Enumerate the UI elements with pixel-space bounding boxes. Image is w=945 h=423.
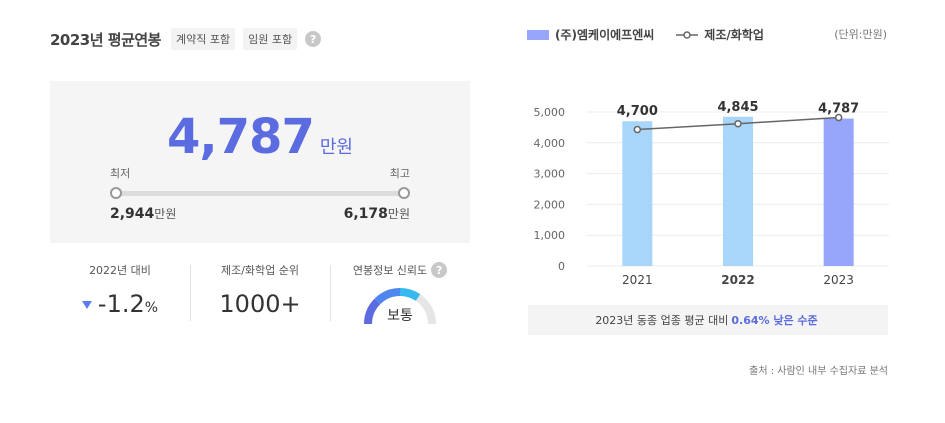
summary-text: 2023년 동종 업종 평균 대비: [595, 314, 729, 327]
average-salary-box: 4,787 만원 최저 최고 2,944만원 6,178만원: [50, 81, 470, 243]
bar: [823, 118, 854, 266]
average-salary-value: 4,787: [167, 109, 315, 165]
summary-highlight: 0.64% 낮은 수준: [731, 314, 818, 327]
y-tick-label: 4,000: [534, 137, 566, 150]
y-tick-label: 0: [558, 260, 565, 273]
y-tick-label: 1,000: [534, 229, 566, 242]
chart-legend: (주)엠케이에프엔씨 제조/화학업: [527, 26, 764, 43]
stat-divider: [190, 265, 191, 321]
industry-rank-value: 1000+: [219, 290, 301, 318]
x-tick-label: 2022: [721, 273, 754, 287]
industry-rank-label: 제조/화학업 순위: [220, 264, 300, 277]
min-salary: 2,944만원: [110, 205, 176, 222]
yoy-unit: %: [144, 300, 159, 316]
yoy-value-row: -1.2%: [50, 290, 190, 318]
max-salary-unit: 만원: [387, 207, 410, 221]
down-arrow-icon: [81, 301, 92, 309]
company-legend-swatch: [527, 29, 549, 40]
help-icon[interactable]: ?: [305, 31, 322, 47]
reliability-stat: 연봉정보 신뢰도 ? 보통: [330, 262, 470, 326]
average-salary-unit: 만원: [319, 137, 353, 158]
range-min-handle: [110, 187, 122, 199]
y-tick-label: 2,000: [534, 198, 566, 211]
y-tick-label: 5,000: [534, 106, 566, 119]
reliability-label: 연봉정보 신뢰도: [352, 264, 428, 277]
page-title: 2023년 평균연봉: [50, 30, 161, 49]
industry-point: [633, 125, 642, 134]
contract-included-chip: 계약직 포함: [170, 28, 236, 50]
industry-point: [834, 113, 843, 122]
min-label: 최저: [110, 167, 131, 180]
bar-value-label: 4,845: [717, 100, 758, 115]
help-icon[interactable]: ?: [431, 262, 448, 278]
reliability-label-row: 연봉정보 신뢰도 ?: [330, 262, 470, 278]
executive-included-chip: 임원 포함: [243, 28, 298, 50]
unit-note: (단위:만원): [834, 28, 887, 41]
y-tick-label: 3,000: [534, 168, 566, 181]
salary-trend-chart: 0 1,000 2,000 3,000 4,000 5,000 4,700 2021 4,845…: [534, 100, 889, 287]
data-source: 출처 : 사람인 내부 수집자료 분석: [749, 366, 888, 377]
stat-divider: [330, 265, 331, 321]
range-max-handle: [398, 187, 410, 199]
salary-header: 2023년 평균연봉 계약직 포함 임원 포함 ?: [50, 28, 322, 50]
min-salary-value: 2,944: [110, 206, 155, 222]
bar: [723, 116, 753, 266]
yoy-value: -1.2: [97, 290, 145, 318]
yoy-stat: 2022년 대비 -1.2%: [50, 262, 190, 318]
salary-range-bar: [110, 187, 410, 199]
reliability-gauge: 보통: [364, 287, 436, 325]
max-label: 최고: [389, 167, 410, 180]
bar: [622, 121, 653, 266]
industry-rank-stat: 제조/화학업 순위 1000+: [190, 262, 330, 318]
max-salary-value: 6,178: [343, 206, 388, 222]
bar-value-label: 4,787: [818, 102, 859, 117]
average-salary: 4,787 만원: [50, 109, 470, 165]
max-salary: 6,178만원: [344, 205, 410, 222]
min-salary-unit: 만원: [154, 207, 177, 221]
x-tick-label: 2021: [622, 273, 653, 287]
industry-legend-label: 제조/화학업: [704, 28, 764, 42]
x-tick-label: 2023: [823, 273, 854, 287]
bar-value-label: 4,700: [617, 104, 658, 119]
industry-comparison-summary: 2023년 동종 업종 평균 대비 0.64% 낮은 수준: [528, 305, 888, 335]
industry-legend-swatch: [676, 30, 699, 39]
yoy-label: 2022년 대비: [89, 264, 151, 277]
reliability-value: 보통: [387, 308, 413, 324]
industry-point: [734, 119, 742, 128]
company-legend-label: (주)엠케이에프엔씨: [555, 28, 655, 42]
